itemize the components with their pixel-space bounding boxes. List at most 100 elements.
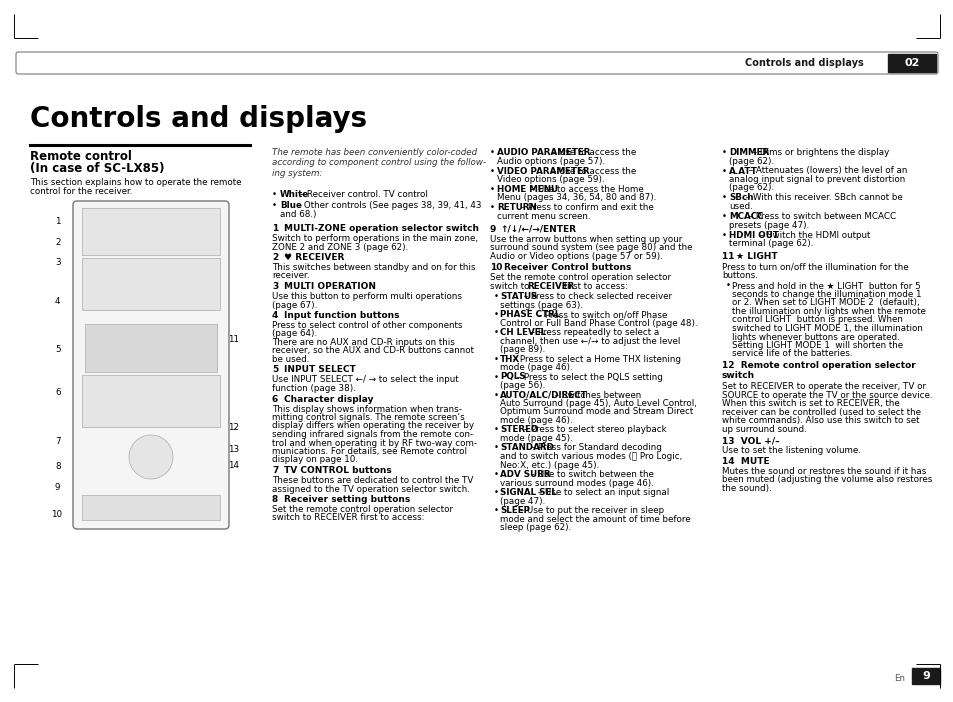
Text: ADV SURR: ADV SURR [499, 470, 550, 479]
Text: •: • [494, 390, 501, 399]
Text: 9: 9 [922, 671, 929, 681]
Text: display on page 10.: display on page 10. [272, 456, 357, 465]
Bar [82, 375, 220, 427]
Text: switch to RECEIVER first to access:: switch to RECEIVER first to access: [272, 513, 424, 522]
Text: •: • [721, 230, 729, 239]
Text: lights whenever buttons are operated.: lights whenever buttons are operated. [731, 333, 899, 341]
Text: – Use to access the: – Use to access the [549, 148, 636, 157]
Text: When this switch is set to RECEIVER, the: When this switch is set to RECEIVER, the [721, 399, 899, 408]
Text: •: • [490, 166, 497, 176]
Text: Receiver setting buttons: Receiver setting buttons [284, 495, 410, 504]
Text: – Press for Standard decoding: – Press for Standard decoding [527, 444, 661, 453]
Text: 2: 2 [55, 238, 60, 247]
Text: •: • [490, 204, 497, 213]
Text: •: • [494, 373, 501, 381]
Text: TV CONTROL buttons: TV CONTROL buttons [284, 466, 392, 475]
Text: Input function buttons: Input function buttons [284, 311, 399, 320]
Text: •: • [490, 148, 497, 157]
Text: There are no AUX and CD-R inputs on this: There are no AUX and CD-R inputs on this [272, 338, 455, 347]
Text: 7: 7 [55, 437, 61, 446]
Text: – Press to select stereo playback: – Press to select stereo playback [520, 425, 666, 435]
Text: Set the remote control operation selector: Set the remote control operation selecto… [272, 505, 453, 514]
Text: – Receiver control. TV control: – Receiver control. TV control [297, 190, 428, 199]
Text: STANDARD: STANDARD [499, 444, 554, 453]
Text: or 2. When set to LIGHT MODE 2  (default),: or 2. When set to LIGHT MODE 2 (default)… [731, 298, 919, 307]
Text: •: • [721, 148, 729, 157]
Text: •: • [725, 282, 733, 291]
Text: Receiver Control buttons: Receiver Control buttons [503, 263, 631, 272]
Text: – Press to switch on/off Phase: – Press to switch on/off Phase [535, 310, 667, 319]
Text: (page 62).: (page 62). [728, 183, 773, 192]
Text: up surround sound.: up surround sound. [721, 425, 806, 434]
Text: – Use to access the: – Use to access the [549, 166, 636, 176]
Text: 5: 5 [272, 366, 278, 374]
Text: various surround modes (page 46).: various surround modes (page 46). [499, 479, 653, 487]
Text: INPUT SELECT: INPUT SELECT [284, 366, 355, 374]
Text: 9: 9 [55, 483, 60, 492]
Text: The remote has been conveniently color-coded
according to component control usin: The remote has been conveniently color-c… [272, 148, 486, 178]
Text: 14  MUTE: 14 MUTE [721, 457, 769, 466]
Text: control LIGHT  button is pressed. When: control LIGHT button is pressed. When [731, 315, 902, 324]
Text: DIMMER: DIMMER [728, 148, 768, 157]
Bar [82, 258, 220, 310]
Text: trol and when operating it by RF two-way com-: trol and when operating it by RF two-way… [272, 439, 476, 447]
Text: Setting LIGHT MODE 1  will shorten the: Setting LIGHT MODE 1 will shorten the [731, 341, 902, 350]
Text: •: • [272, 201, 279, 210]
Text: (page 62).: (page 62). [728, 157, 773, 166]
Text: 5: 5 [55, 345, 61, 354]
Circle shape [129, 435, 172, 479]
Text: •: • [494, 444, 501, 453]
Text: – Use to access the Home: – Use to access the Home [528, 185, 643, 194]
Text: •: • [494, 310, 501, 319]
Text: MCACC: MCACC [728, 212, 762, 221]
Text: 8: 8 [55, 462, 61, 471]
Bar [911, 668, 939, 684]
Text: •: • [494, 506, 501, 515]
Text: sleep (page 62).: sleep (page 62). [499, 523, 571, 532]
Text: the illumination only lights when the remote: the illumination only lights when the re… [731, 307, 925, 316]
Text: HOME MENU: HOME MENU [497, 185, 558, 194]
Text: – Use to switch between the: – Use to switch between the [527, 470, 653, 479]
Text: the sound).: the sound). [721, 484, 771, 493]
Text: This switches between standby and on for this: This switches between standby and on for… [272, 263, 475, 272]
Text: Control or Full Band Phase Control (page 48).: Control or Full Band Phase Control (page… [499, 319, 697, 328]
Text: 4: 4 [272, 311, 278, 320]
Text: Character display: Character display [284, 395, 374, 404]
Text: Optimum Surround mode and Stream Direct: Optimum Surround mode and Stream Direct [499, 407, 693, 416]
Text: ♥ RECEIVER: ♥ RECEIVER [284, 253, 344, 262]
Bar [887, 54, 935, 72]
Text: 1: 1 [55, 217, 60, 226]
Text: 12  Remote control operation selector: 12 Remote control operation selector [721, 361, 915, 370]
Text: – Press to switch between MCACC: – Press to switch between MCACC [745, 212, 896, 221]
Text: 11: 11 [721, 252, 740, 261]
Text: presets (page 47).: presets (page 47). [728, 220, 808, 230]
Text: Audio options (page 57).: Audio options (page 57). [497, 157, 604, 166]
Text: – With this receiver. SBch cannot be: – With this receiver. SBch cannot be [742, 194, 902, 202]
Text: terminal (page 62).: terminal (page 62). [728, 239, 813, 248]
Text: buttons.: buttons. [721, 270, 757, 279]
Text: mode (page 45).: mode (page 45). [499, 434, 572, 443]
Text: – Use to select an input signal: – Use to select an input signal [535, 488, 669, 497]
Text: PQLS: PQLS [499, 373, 525, 381]
Text: SIGNAL SEL: SIGNAL SEL [499, 488, 557, 497]
Text: (In case of SC-LX85): (In case of SC-LX85) [30, 162, 164, 175]
Text: switch: switch [721, 371, 755, 380]
Text: Remote control: Remote control [30, 150, 132, 163]
Text: AUTO/ALC/DIRECT: AUTO/ALC/DIRECT [499, 390, 587, 399]
Text: – Press to select a Home THX listening: – Press to select a Home THX listening [510, 355, 680, 364]
Text: sending infrared signals from the remote con-: sending infrared signals from the remote… [272, 430, 473, 439]
Text: •: • [494, 355, 501, 364]
Text: •: • [494, 488, 501, 497]
Text: 12: 12 [228, 423, 239, 432]
Text: mode (page 46).: mode (page 46). [499, 416, 572, 425]
Text: Press to select control of other components: Press to select control of other compone… [272, 321, 462, 330]
Text: surround sound system (see page 80) and the: surround sound system (see page 80) and … [490, 244, 692, 253]
Text: SOURCE to operate the TV or the source device.: SOURCE to operate the TV or the source d… [721, 390, 931, 399]
Text: Switch to perform operations in the main zone,: Switch to perform operations in the main… [272, 234, 477, 243]
Text: 10: 10 [51, 510, 62, 519]
Text: 3: 3 [272, 282, 278, 291]
Text: 7: 7 [272, 466, 278, 475]
Text: – Other controls (See pages 38, 39, 41, 43: – Other controls (See pages 38, 39, 41, … [294, 201, 481, 210]
Text: used.: used. [728, 202, 752, 211]
Text: PHASE CTRL: PHASE CTRL [499, 310, 559, 319]
